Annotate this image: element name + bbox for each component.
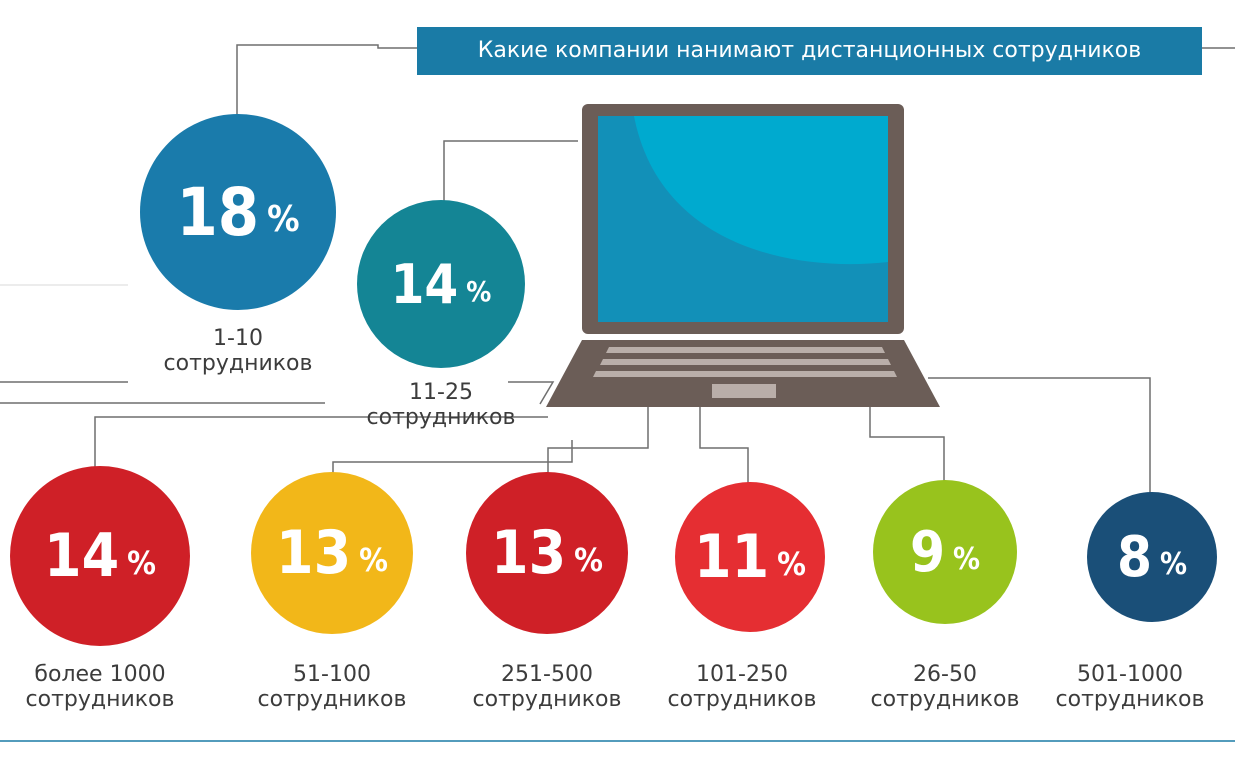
bubble-unit-3: % bbox=[127, 544, 156, 582]
label-line1-5: 251-500 bbox=[501, 662, 593, 687]
bubble-label-2: 11-25 сотрудников bbox=[341, 380, 541, 430]
label-line2-7: сотрудников bbox=[870, 687, 1020, 712]
label-line1-8: 501-1000 bbox=[1077, 662, 1183, 687]
bubble-4: 13% bbox=[251, 472, 413, 634]
bubble-value-4: 13 bbox=[276, 518, 352, 588]
bubble-label-5: 251-500 сотрудников bbox=[447, 662, 647, 712]
leader-line-keyboard bbox=[508, 381, 555, 405]
laptop-touchpad bbox=[712, 384, 776, 398]
bubble-unit-2: % bbox=[466, 274, 492, 308]
bubble-5: 13% bbox=[466, 472, 628, 634]
label-line2-5: сотрудников bbox=[472, 687, 622, 712]
bubble-unit-4: % bbox=[359, 541, 388, 579]
label-line1-2: 11-25 bbox=[409, 380, 473, 405]
label-line2-6: сотрудников bbox=[667, 687, 817, 712]
bubble-value-1: 18 bbox=[176, 173, 260, 251]
leader-lines bbox=[0, 44, 1235, 498]
bubble-1: 18% bbox=[140, 114, 336, 310]
label-line1-3: более 1000 bbox=[34, 662, 166, 687]
bubble-label-6: 101-250 сотрудников bbox=[642, 662, 842, 712]
bubble-value-6: 11 bbox=[694, 522, 770, 592]
leader-line-26-50 bbox=[869, 404, 945, 498]
label-line1-4: 51-100 bbox=[293, 662, 371, 687]
bubble-label-3: более 1000 сотрудников bbox=[0, 662, 200, 712]
label-line2-1: сотрудников bbox=[163, 351, 313, 376]
label-line1-6: 101-250 bbox=[696, 662, 788, 687]
bubble-unit-6: % bbox=[777, 545, 806, 583]
bubble-6: 11% bbox=[675, 482, 825, 632]
bubble-unit-8: % bbox=[1160, 546, 1188, 582]
bubble-label-1: 1-10 сотрудников bbox=[128, 326, 348, 376]
laptop-screen-highlight bbox=[634, 116, 888, 265]
bubble-unit-1: % bbox=[267, 198, 300, 240]
label-line2-2: сотрудников bbox=[366, 405, 516, 430]
bubble-label-8: 501-1000 сотрудников bbox=[1030, 662, 1230, 712]
laptop-icon bbox=[546, 104, 940, 407]
bubble-unit-7: % bbox=[953, 541, 981, 577]
bubble-2: 14% bbox=[357, 200, 525, 368]
label-line2-3: сотрудников bbox=[25, 687, 175, 712]
bubble-value-8: 8 bbox=[1116, 524, 1152, 590]
chart-title: Какие компании нанимают дистанционных со… bbox=[417, 27, 1202, 75]
bubble-8: 8% bbox=[1087, 492, 1217, 622]
bubble-label-4: 51-100 сотрудников bbox=[232, 662, 432, 712]
title-left-line bbox=[236, 44, 417, 165]
bubble-value-3: 14 bbox=[44, 521, 120, 591]
bubble-unit-5: % bbox=[574, 541, 603, 579]
keyboard-row-3 bbox=[593, 371, 897, 377]
keyboard-row-1 bbox=[606, 347, 885, 353]
bubble-3: 14% bbox=[10, 466, 190, 646]
label-line1-1: 1-10 bbox=[213, 326, 263, 351]
label-line2-4: сотрудников bbox=[257, 687, 407, 712]
bubble-value-2: 14 bbox=[390, 252, 459, 316]
bubble-label-7: 26-50 сотрудников bbox=[845, 662, 1045, 712]
leader-line-101-250 bbox=[699, 404, 749, 498]
bubble-7: 9% bbox=[873, 480, 1017, 624]
bubble-value-5: 13 bbox=[491, 518, 567, 588]
bubble-value-7: 9 bbox=[909, 519, 945, 585]
keyboard-row-2 bbox=[600, 359, 891, 365]
leader-line-501-1000 bbox=[928, 377, 1151, 498]
label-line1-7: 26-50 bbox=[913, 662, 977, 687]
label-line2-8: сотрудников bbox=[1055, 687, 1205, 712]
